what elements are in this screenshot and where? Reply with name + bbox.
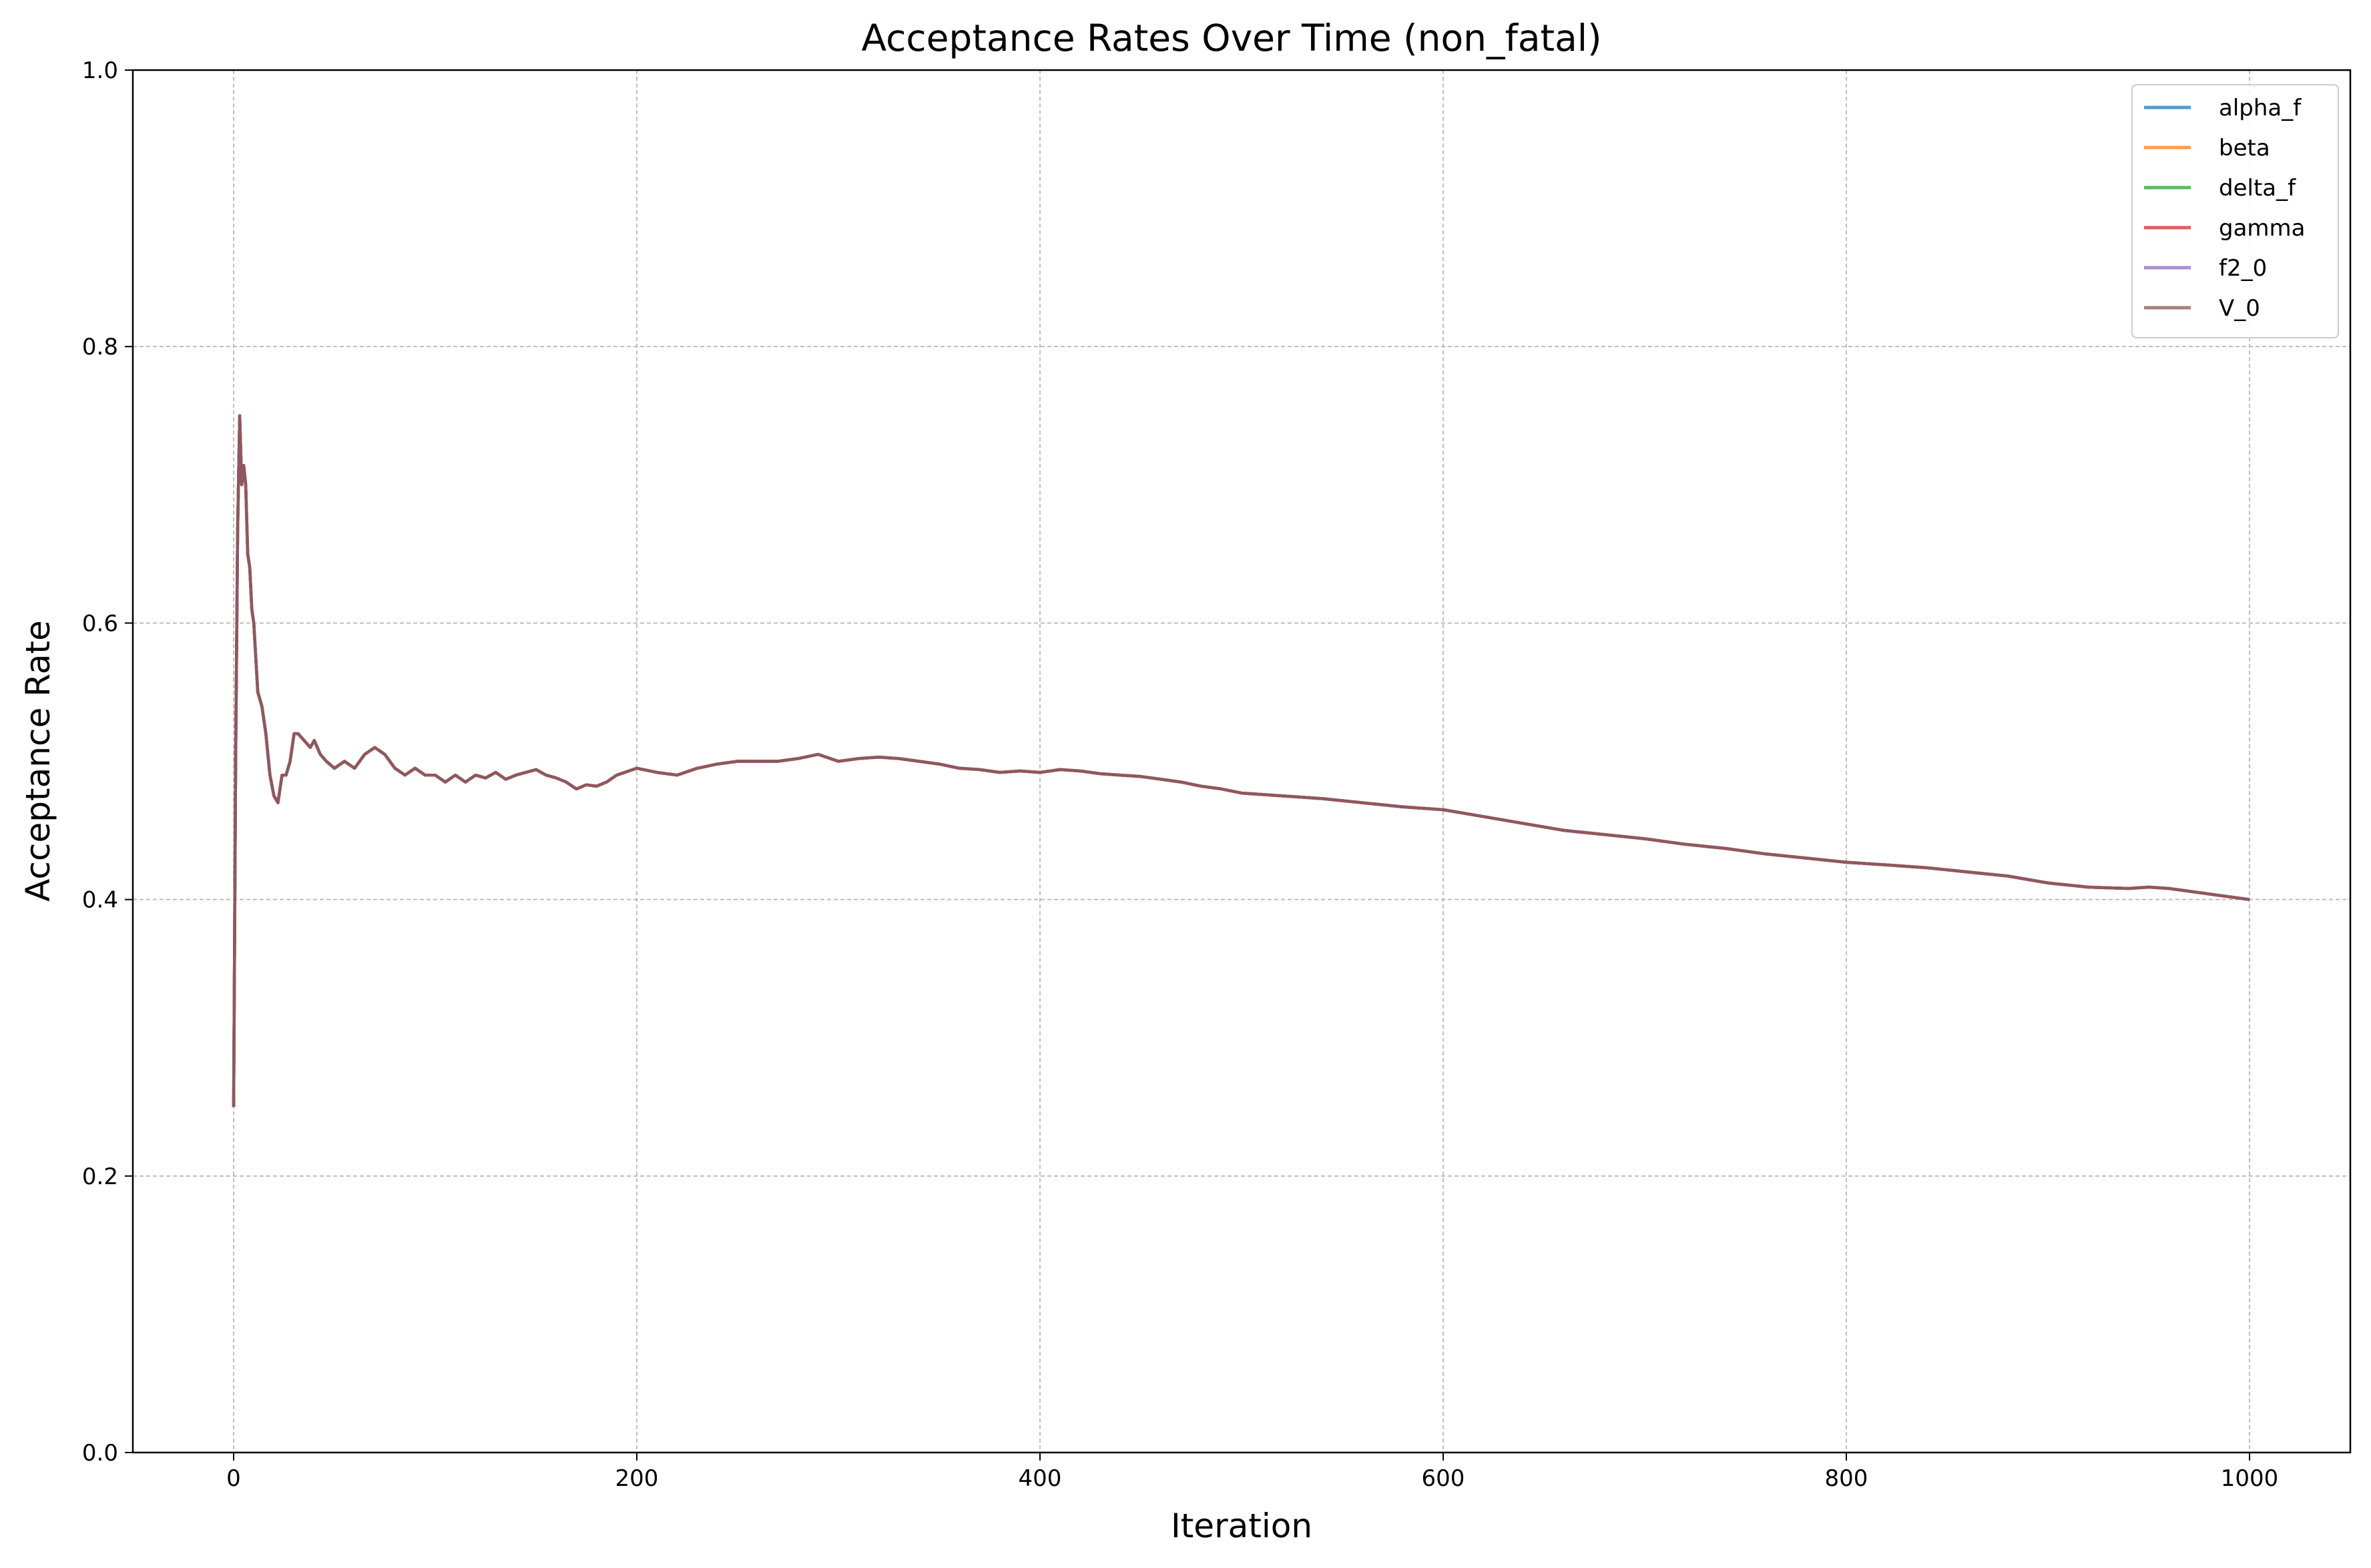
series-line-f2_0 [232,414,2250,1107]
x-axis-ticks: 0 200 400 600 800 1000 [226,1453,2278,1492]
x-tick-label: 400 [1019,1465,1062,1492]
y-tick-label: 0.4 [82,887,118,914]
plot-frame [131,69,2352,1454]
legend-label-delta_f: delta_f [2219,175,2296,202]
series-line-alpha_f [232,414,2250,1107]
series-lines [232,414,2250,1107]
x-tick-label: 200 [615,1465,659,1492]
y-tick-label: 0.0 [82,1440,118,1467]
legend-label-f2_0: f2_0 [2219,255,2267,282]
y-axis-label: Acceptance Rate [19,620,57,902]
legend-label-gamma: gamma [2219,215,2306,242]
x-tick-label: 800 [1825,1465,1868,1492]
x-tick-label: 0 [226,1465,241,1492]
grid-lines [133,69,2350,1453]
x-tick-label: 600 [1422,1465,1465,1492]
x-tick-label: 1000 [2221,1465,2279,1492]
series-line-V_0 [232,414,2250,1107]
y-tick-label: 0.8 [82,334,118,360]
x-axis-label: Iteration [1171,1507,1312,1545]
series-line-gamma [232,414,2250,1107]
chart-title: Acceptance Rates Over Time (non_fatal) [861,17,1601,59]
legend-label-alpha_f: alpha_f [2219,95,2302,121]
y-tick-label: 0.2 [82,1163,118,1190]
legend-label-V_0: V_0 [2219,295,2260,322]
series-line-delta_f [232,414,2250,1107]
y-axis-ticks: 0.0 0.2 0.4 0.6 0.8 1.0 [82,57,133,1467]
y-tick-label: 0.6 [82,610,118,637]
y-tick-label: 1.0 [82,57,118,84]
series-line-beta [232,414,2250,1107]
legend-label-beta: beta [2219,135,2270,162]
